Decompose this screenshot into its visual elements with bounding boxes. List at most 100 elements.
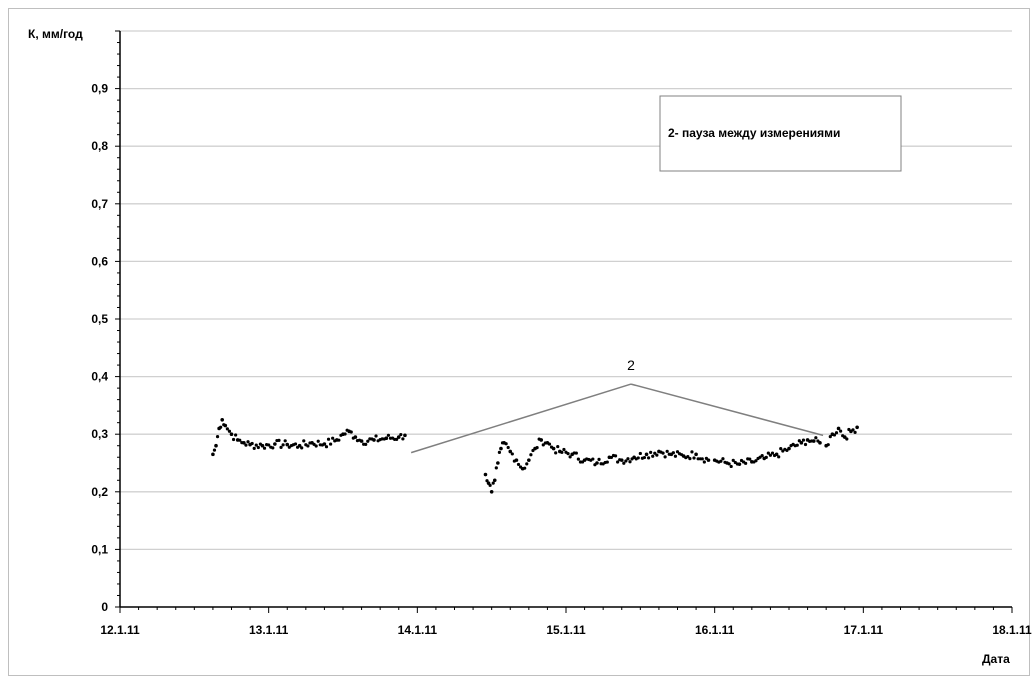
data-point [554, 451, 558, 455]
data-point [324, 445, 329, 449]
data-point [359, 439, 364, 443]
data-point [225, 427, 229, 431]
data-point [322, 442, 327, 446]
y-tick-label: 0,1 [91, 542, 108, 556]
data-point [624, 459, 628, 463]
data-point [686, 455, 690, 459]
data-point [506, 445, 510, 450]
data-point [760, 454, 764, 458]
data-point [244, 443, 248, 447]
data-point [622, 461, 626, 465]
data-point [566, 452, 570, 456]
data-point [797, 439, 801, 443]
data-point [273, 442, 277, 446]
y-tick-label: 0,2 [91, 485, 108, 499]
data-point [401, 437, 405, 441]
grid-lines [120, 30, 1012, 551]
pause-annotation: 2 [410, 357, 824, 454]
data-point [231, 437, 236, 442]
data-point [665, 449, 669, 453]
data-point [497, 450, 502, 454]
data-point [252, 446, 256, 450]
data-point [721, 457, 725, 461]
annotation-label: 2 [627, 357, 635, 373]
data-point [663, 455, 667, 459]
y-axis-title: К, мм/год [28, 27, 83, 41]
data-point [799, 441, 804, 445]
data-point [227, 429, 232, 433]
data-point [212, 448, 217, 452]
legend-label: 2- пауза между измерениями [668, 126, 840, 140]
data-point [396, 435, 401, 439]
data-point [766, 451, 770, 455]
data-point [839, 429, 843, 433]
data-point [811, 439, 816, 443]
data-point [395, 437, 399, 441]
data-point [609, 455, 614, 460]
data-point [597, 457, 601, 461]
data-point [613, 454, 618, 458]
data-point [492, 478, 497, 483]
data-point [826, 443, 830, 447]
data-point [488, 483, 492, 487]
data-point [250, 441, 254, 446]
data-point [489, 490, 494, 494]
data-point [803, 442, 808, 447]
data-point [329, 442, 333, 446]
data-point [277, 438, 281, 442]
data-point [302, 439, 306, 443]
data-point [337, 438, 341, 442]
y-tick-label: 0,5 [91, 312, 108, 326]
data-point [754, 459, 758, 463]
data-point [626, 457, 630, 461]
data-point [293, 442, 298, 446]
data-point [560, 450, 564, 454]
data-point [836, 426, 841, 431]
data-point [219, 425, 223, 429]
data-point [366, 439, 370, 443]
data-point [514, 458, 519, 462]
data-point [314, 444, 318, 448]
data-point [779, 447, 783, 451]
data-point [343, 432, 347, 436]
x-tick-label: 15.1.11 [546, 623, 586, 637]
data-point [279, 445, 283, 449]
data-point [306, 444, 310, 448]
data-point [737, 462, 742, 466]
data-point [651, 454, 655, 458]
data-point [326, 437, 331, 441]
data-point [491, 481, 495, 485]
data-point [671, 451, 675, 455]
data-point [568, 455, 572, 459]
data-point [220, 418, 225, 422]
data-point [562, 447, 566, 452]
data-point [787, 446, 791, 451]
data-point [673, 454, 678, 458]
data-point [764, 455, 768, 459]
data-point [403, 433, 407, 438]
data-point [331, 436, 335, 440]
data-point [529, 453, 533, 457]
data-point [525, 462, 529, 466]
data-point [692, 456, 696, 460]
y-tick-label: 0,4 [91, 370, 108, 384]
data-point [774, 452, 779, 457]
data-point [349, 430, 353, 434]
data-point [853, 430, 857, 434]
data-point [638, 451, 642, 456]
data-point [211, 452, 215, 457]
data-point [801, 438, 806, 442]
data-point [508, 449, 513, 454]
x-tick-label: 13.1.11 [249, 623, 289, 637]
x-axis-title: Дата [982, 652, 1010, 666]
data-point [616, 460, 620, 464]
data-point [700, 457, 704, 461]
x-tick-label: 17.1.11 [844, 623, 884, 637]
legend-box: 2- пауза между измерениями [659, 95, 902, 172]
data-point [777, 455, 781, 459]
data-point [655, 453, 659, 457]
data-point [283, 439, 287, 443]
data-point [649, 450, 653, 455]
data-point [814, 436, 818, 440]
data-point [254, 443, 258, 447]
